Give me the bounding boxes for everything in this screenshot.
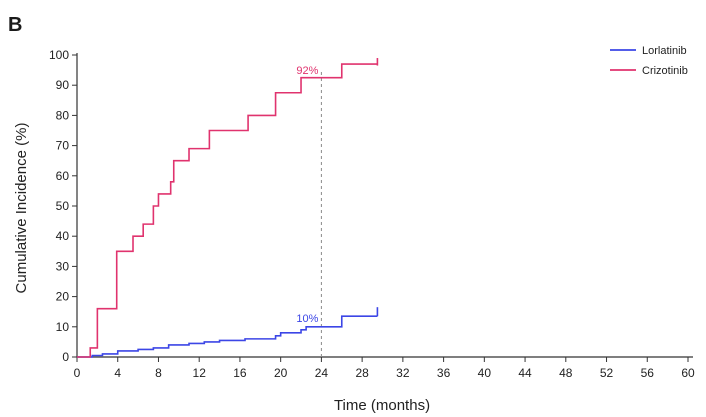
- panel-label: B: [8, 14, 23, 36]
- y-tick-label: 20: [56, 290, 70, 304]
- x-axis: 0 4 8 12 16 20 24 28 32 36 40 44 48 52 56 60: [74, 356, 695, 380]
- y-tick-label: 30: [56, 259, 70, 273]
- y-tick-label: 90: [56, 78, 70, 92]
- y-axis-label: Cumulative Incidence (%): [13, 123, 30, 294]
- x-tick-label: 52: [600, 366, 614, 380]
- x-axis-label: Time (months): [334, 397, 430, 414]
- x-tick-label: 56: [641, 366, 655, 380]
- annotation-crizotinib: 92%: [296, 65, 318, 77]
- x-tick-label: 32: [396, 366, 410, 380]
- series-line-crizotinib: [77, 63, 378, 358]
- legend: Lorlatinib Crizotinib: [610, 45, 688, 77]
- x-tick-label: 20: [274, 366, 288, 380]
- legend-label-lorlatinib: Lorlatinib: [642, 45, 687, 57]
- legend-label-crizotinib: Crizotinib: [642, 65, 688, 77]
- annotations: 10% 92%: [296, 65, 318, 325]
- series-line-lorlatinib: [77, 315, 378, 358]
- annotation-lorlatinib: 10%: [296, 313, 318, 325]
- x-tick-label: 48: [559, 366, 573, 380]
- x-tick-label: 0: [74, 366, 81, 380]
- x-tick-label: 40: [478, 366, 492, 380]
- y-tick-label: 100: [49, 48, 69, 62]
- x-tick-label: 44: [518, 366, 532, 380]
- x-tick-label: 60: [681, 366, 695, 380]
- x-tick-label: 12: [193, 366, 207, 380]
- x-tick-label: 16: [233, 366, 247, 380]
- series-group: [77, 58, 379, 358]
- y-tick-label: 0: [62, 350, 69, 364]
- y-axis: 0 10 20 30 40 50 60 70 80 90 100: [49, 48, 78, 364]
- y-tick-label: 10: [56, 320, 70, 334]
- y-tick-label: 80: [56, 108, 70, 122]
- x-tick-label: 4: [114, 366, 121, 380]
- x-tick-label: 36: [437, 366, 451, 380]
- x-tick-label: 28: [355, 366, 369, 380]
- y-tick-label: 40: [56, 229, 70, 243]
- x-tick-label: 24: [315, 366, 329, 380]
- y-tick-label: 70: [56, 139, 70, 153]
- y-tick-label: 60: [56, 169, 70, 183]
- x-tick-label: 8: [155, 366, 162, 380]
- y-tick-label: 50: [56, 199, 70, 213]
